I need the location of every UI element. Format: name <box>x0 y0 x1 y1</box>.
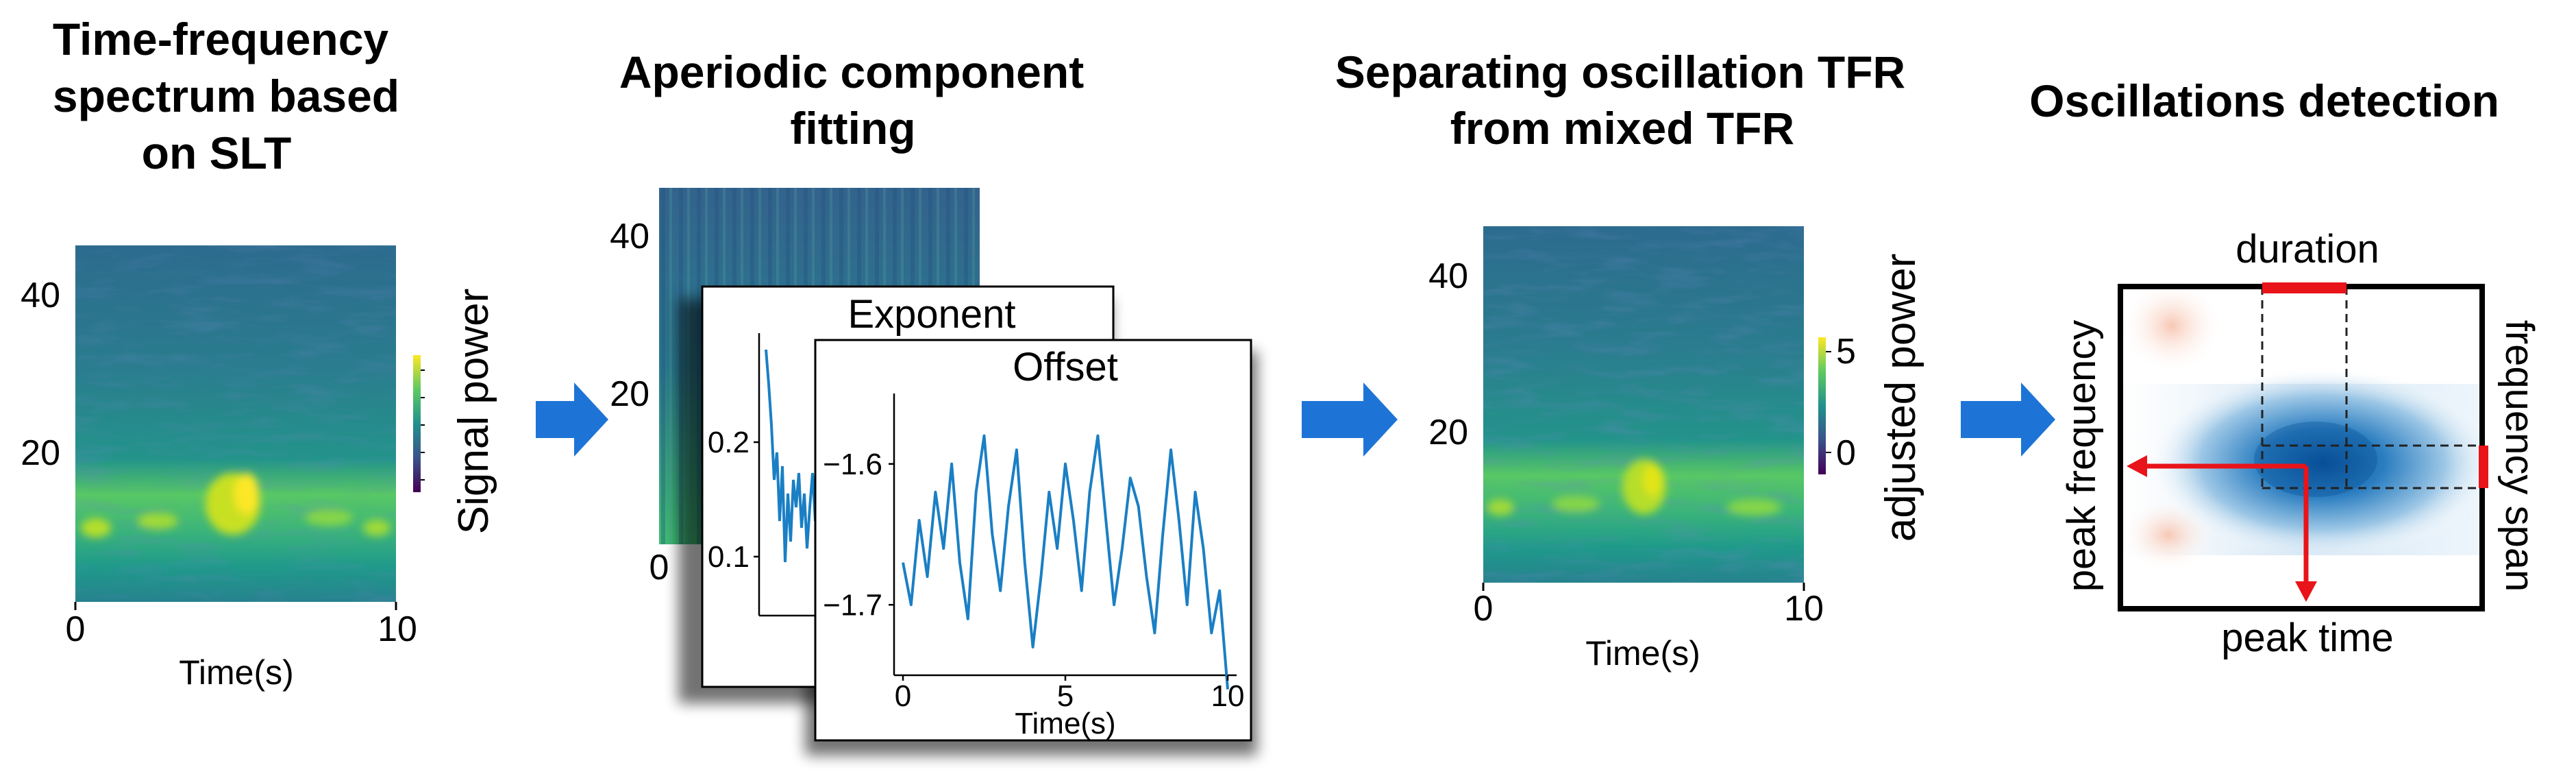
panel3-cbar-tick-5: 5 <box>1836 332 1856 372</box>
panel3-colorbar <box>1818 337 1826 474</box>
panel3-cbar-tick-0: 0 <box>1836 433 1856 473</box>
panel2-back-ytick-0: 0 <box>649 548 669 587</box>
panel1-title-line3: on SLT <box>142 128 292 178</box>
offset-ytick-neg1.7: −1.7 <box>823 588 882 622</box>
panel2-title-line2: fitting <box>790 103 915 154</box>
panel3-xtick-0: 0 <box>1474 589 1494 629</box>
offset-xtick-0: 0 <box>895 679 911 713</box>
panel1-xlabel: Time(s) <box>179 653 294 692</box>
panel3-ytick-40: 40 <box>1428 256 1468 296</box>
offset-trace <box>902 434 1229 690</box>
offset-title: Offset <box>1013 345 1118 389</box>
exponent-ytick-0.1: 0.1 <box>708 540 750 574</box>
panel3-colorbar-label: adjusted power <box>1877 254 1924 542</box>
panel-oscillation-tfr: Separating oscillation TFR from mixed TF… <box>1335 47 1924 672</box>
panel3-ytick-20: 20 <box>1428 413 1468 452</box>
peak-arrows <box>2127 455 2317 602</box>
exponent-ytick-0.2: 0.2 <box>708 426 750 459</box>
arrow-3 <box>1961 383 2055 457</box>
panel3-xlabel: Time(s) <box>1585 634 1700 672</box>
offset-xtick-5: 5 <box>1057 679 1074 713</box>
peak-frequency-label: peak frequency <box>2059 320 2104 592</box>
offset-xlabel: Time(s) <box>1015 707 1115 740</box>
panel3-xtick-10: 10 <box>1784 589 1824 629</box>
panel1-ytick-40: 40 <box>21 276 60 315</box>
panel2-title-line1: Aperiodic component <box>619 47 1084 97</box>
frequency-span-label: frequency span <box>2497 320 2542 592</box>
offset-line-chart: −1.6 −1.7 0 5 10 Time(s) <box>823 393 1244 740</box>
peak-time-label: peak time <box>2221 616 2393 660</box>
panel1-colorbar <box>413 355 421 492</box>
detection-map <box>2120 278 2497 609</box>
panel-detection: Oscillations detection duration peak tim… <box>2029 75 2542 660</box>
panel1-title-line1: Time-frequency <box>53 14 389 64</box>
arrow-2 <box>1302 383 1398 457</box>
panel3-title-line2: from mixed TFR <box>1450 103 1794 154</box>
panel1-colorbar-label: Signal power <box>450 289 497 534</box>
arrow-1 <box>536 383 608 457</box>
panel1-xtick-0: 0 <box>66 609 86 649</box>
panel2-back-ytick-40: 40 <box>610 217 649 256</box>
spectrum-heatmap <box>75 245 396 602</box>
panel3-title-line1: Separating oscillation TFR <box>1335 47 1905 97</box>
panel4-title: Oscillations detection <box>2029 75 2499 126</box>
offset-card: Offset −1.6 −1.7 0 5 10 Time(s) <box>814 339 1252 742</box>
oscillation-heatmap <box>1483 226 1804 583</box>
panel-spectrum: Time-frequency spectrum based on SLT 40 … <box>21 14 497 692</box>
panel1-xtick-10: 10 <box>377 609 417 649</box>
exponent-title: Exponent <box>847 292 1015 337</box>
panel1-title-line2: spectrum based <box>53 71 399 121</box>
panel-aperiodic: Aperiodic component fitting 40 20 0 Expo… <box>610 47 1257 755</box>
offset-ytick-neg1.6: −1.6 <box>823 448 882 481</box>
panel2-back-ytick-20: 20 <box>610 374 649 414</box>
exponent-trace <box>765 349 819 563</box>
panel1-ytick-20: 20 <box>21 433 60 473</box>
duration-label: duration <box>2236 227 2379 271</box>
